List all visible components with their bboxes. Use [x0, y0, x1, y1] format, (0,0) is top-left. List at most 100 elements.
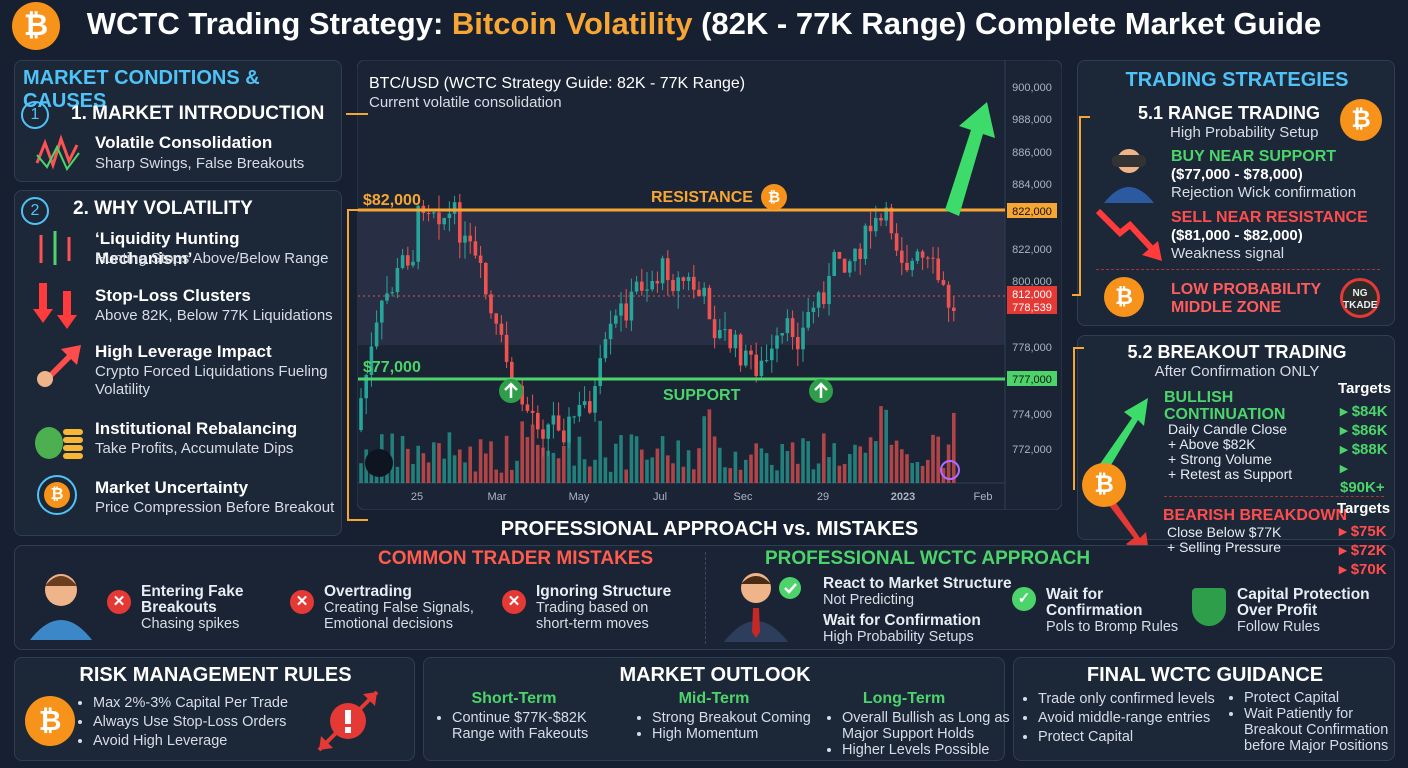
buy-title: BUY NEAR SUPPORT — [1171, 148, 1337, 165]
item-title: Market Uncertainty — [95, 478, 249, 497]
volume-bar — [530, 424, 535, 483]
volume-bar — [463, 462, 467, 483]
volume-bar — [926, 459, 930, 483]
volume-bar — [489, 441, 493, 483]
approach-band — [14, 545, 1395, 650]
volume-bar — [421, 453, 426, 483]
candle-body — [712, 319, 717, 339]
candle-body — [744, 350, 748, 366]
candle-body — [640, 281, 644, 291]
volume-bar — [359, 463, 363, 483]
candle-body — [952, 307, 956, 311]
volume-bar — [619, 435, 623, 483]
support-price: $77,000 — [363, 359, 421, 376]
heading: TRADING STRATEGIES — [1125, 69, 1349, 91]
condition: + Above $82K — [1168, 436, 1256, 452]
candle-body — [671, 280, 675, 292]
volume-bar — [822, 433, 826, 483]
liquidity-icon — [39, 231, 71, 265]
volume-bar — [868, 437, 873, 483]
bullish-targets: ▸ $84K ▸ $86K ▸ $88K ▸ $90K+ — [1340, 402, 1394, 497]
item-desc: Price Compression Before Breakout — [95, 499, 335, 516]
candle-body — [374, 322, 379, 347]
candle-body — [442, 218, 446, 225]
title-part: WCTC Trading Strategy: — [86, 6, 452, 41]
candle-body — [437, 212, 441, 225]
volume-bar — [780, 444, 784, 483]
target-value: $70K — [1350, 561, 1387, 578]
volume-bar — [494, 469, 498, 483]
breakout-arrow — [945, 102, 995, 216]
resistance-price: $82,000 — [363, 192, 421, 209]
section-title: 2. WHY VOLATILITY — [73, 198, 253, 219]
volume-bar — [874, 441, 878, 483]
step-number: 2 — [21, 197, 49, 225]
candle-body — [785, 318, 790, 334]
candle-body — [400, 255, 405, 268]
connector — [1072, 116, 1090, 296]
candle-body — [603, 339, 608, 359]
guidance: Trade only confirmed levels — [1038, 690, 1238, 709]
no-trade-badge: NG TKADE — [1340, 278, 1380, 318]
candle-body — [567, 416, 571, 443]
indicator-icon — [940, 460, 960, 480]
item-desc: short-term moves — [536, 616, 649, 632]
candle-body — [728, 329, 732, 349]
volume-bar — [952, 412, 956, 483]
volume-bar — [650, 457, 654, 483]
list-item: ✓ Wait for Confirmation Pols to Bromp Rules — [1012, 587, 1178, 635]
x-axis-label: Sec — [734, 491, 753, 503]
error-icon: ✕ — [290, 590, 314, 614]
target: ▸ $70K — [1339, 561, 1387, 578]
item-desc: Emotional decisions — [324, 616, 453, 632]
list-item: Capital Protection Over Profit Follow Rule… — [1237, 586, 1370, 636]
candle-body — [884, 207, 888, 221]
target: ▸ $86K — [1340, 422, 1388, 439]
volume-bar — [634, 436, 639, 483]
item-title: Capital Protection — [1237, 586, 1370, 603]
bearish-title: BEARISH BREAKDOWN — [1163, 507, 1347, 524]
target-value: $72K — [1350, 542, 1387, 559]
item-title: Breakouts — [141, 599, 217, 616]
heading: FINAL WCTC GUIDANCE — [1086, 664, 1324, 686]
y-axis-label: 884,000 — [1012, 179, 1052, 191]
y-axis-label: 988,000 — [1012, 114, 1052, 126]
risk-panel: RISK MANAGEMENT RULES ₿ Max 2%-3% Capita… — [14, 657, 415, 761]
chart-title: BTC/USD (WCTC Strategy Guide: 82K - 77K … — [369, 75, 745, 92]
list-item: ✕ Ignoring Structure Trading based on short… — [502, 584, 671, 632]
badge-line: TKADE — [1343, 300, 1378, 311]
bitcoin-icon: ₿ — [25, 696, 75, 746]
heading: MARKET OUTLOOK — [619, 664, 811, 686]
bitcoin-icon: ₿ — [1104, 277, 1144, 317]
candle-body — [832, 252, 836, 276]
candle-body — [697, 289, 701, 297]
candle-body — [364, 374, 368, 399]
candle-body — [931, 257, 935, 259]
volume-bar — [775, 470, 779, 483]
volume-bar — [567, 442, 571, 483]
item-title: Stop-Loss Clusters — [95, 286, 251, 305]
item-title: Volatile Consolidation — [95, 133, 273, 152]
column-title: Long-Term — [862, 690, 946, 707]
candle-body — [562, 430, 566, 443]
candle-body — [681, 277, 686, 281]
volume-bar — [801, 438, 805, 483]
candle-body — [842, 258, 847, 273]
volume-bar — [723, 467, 727, 483]
down-arrows-icon — [33, 283, 77, 329]
down-trend-icon — [1096, 208, 1162, 261]
candle-body — [426, 213, 431, 215]
volume-bar — [499, 472, 504, 483]
stressed-trader-icon — [30, 574, 92, 640]
bearish-targets: ▸ $75K ▸ $72K ▸ $70K — [1339, 522, 1387, 579]
outlook-list: Overall Bullish as Long as Major Support… — [826, 710, 1012, 758]
volume-bar — [827, 457, 831, 483]
candle-body — [764, 360, 769, 362]
candle-body — [816, 292, 821, 308]
guidance-list: Trade only confirmed levelsAvoid middle-… — [1022, 690, 1238, 747]
volume-bar — [853, 444, 857, 483]
target: ▸ $88K — [1340, 441, 1388, 458]
candle-body — [484, 262, 488, 295]
bullish-title: BULLISH CONTINUATION — [1164, 389, 1285, 423]
